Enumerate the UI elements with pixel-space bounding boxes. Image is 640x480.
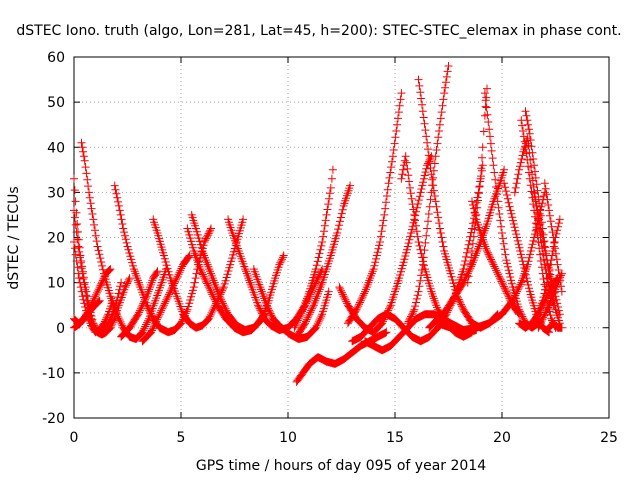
y-tick-label: 0 bbox=[56, 321, 65, 337]
series-7 bbox=[110, 181, 215, 337]
series-markers bbox=[70, 265, 115, 332]
y-axis-label: dSTEC / TECUs bbox=[6, 186, 22, 289]
series-markers bbox=[117, 267, 162, 341]
series-39 bbox=[545, 319, 566, 332]
series-11 bbox=[138, 251, 194, 346]
y-tick-label: 40 bbox=[47, 140, 65, 156]
x-tick-label: 15 bbox=[386, 430, 404, 446]
grid bbox=[74, 57, 609, 418]
y-tick-label: 30 bbox=[47, 185, 65, 201]
series-markers bbox=[425, 165, 509, 332]
y-tick-label: 20 bbox=[47, 231, 65, 247]
series-markers bbox=[292, 181, 355, 341]
series-22 bbox=[403, 62, 453, 328]
series-markers bbox=[433, 188, 549, 334]
series-markers bbox=[335, 152, 436, 337]
series-38 bbox=[515, 274, 562, 332]
series-layer bbox=[70, 62, 566, 386]
series-markers bbox=[403, 62, 453, 328]
series-markers bbox=[545, 319, 566, 332]
series-12 bbox=[183, 224, 269, 337]
y-tick-label: 60 bbox=[47, 50, 65, 66]
series-markers bbox=[183, 224, 269, 337]
y-tick-label: -20 bbox=[42, 411, 65, 427]
series-markers bbox=[138, 251, 194, 346]
series-markers bbox=[500, 179, 554, 337]
series-6 bbox=[77, 138, 170, 343]
x-tick-label: 5 bbox=[177, 430, 186, 446]
axis-ticks: 0 5 10 15 20 25 -20 -10 0 10 20 30 40 50 60 bbox=[42, 50, 618, 446]
series-29 bbox=[433, 188, 549, 334]
x-axis-label: GPS time / hours of day 095 of year 2014 bbox=[196, 458, 486, 474]
series-16 bbox=[292, 181, 355, 341]
series-markers bbox=[515, 274, 562, 332]
series-markers bbox=[290, 165, 337, 332]
series-28 bbox=[425, 165, 509, 332]
x-tick-label: 20 bbox=[493, 430, 511, 446]
x-tick-label: 0 bbox=[70, 430, 79, 446]
series-19 bbox=[343, 89, 406, 328]
series-17 bbox=[290, 165, 337, 332]
series-5 bbox=[70, 265, 115, 332]
y-tick-label: -10 bbox=[42, 366, 65, 382]
series-markers bbox=[77, 138, 170, 343]
x-tick-label: 25 bbox=[600, 430, 618, 446]
series-30 bbox=[500, 179, 554, 337]
y-tick-label: 10 bbox=[47, 276, 65, 292]
x-tick-label: 10 bbox=[279, 430, 297, 446]
chart-title: dSTEC Iono. truth (algo, Lon=281, Lat=45… bbox=[16, 23, 621, 39]
series-markers bbox=[343, 89, 406, 328]
series-18 bbox=[335, 152, 436, 337]
y-tick-label: 50 bbox=[47, 95, 65, 111]
series-markers bbox=[110, 181, 215, 337]
series-13 bbox=[117, 267, 162, 341]
